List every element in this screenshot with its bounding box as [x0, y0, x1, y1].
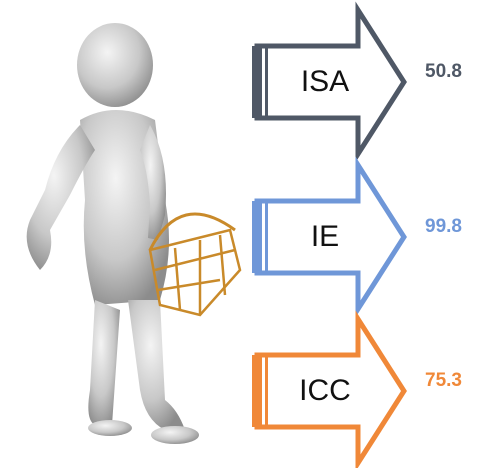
arrow — [254, 310, 407, 468]
arrow-label: ICC — [299, 374, 351, 407]
basket — [148, 212, 242, 317]
value-label: 50.8 — [425, 61, 462, 82]
arrow-bar — [252, 201, 262, 273]
arrow-label: IE — [311, 220, 339, 253]
value-label: 75.3 — [425, 370, 462, 391]
arrow-bar — [252, 355, 262, 427]
arrow-bar-thin — [265, 46, 268, 118]
arrow-label: ISA — [301, 65, 349, 98]
arrow-bar-thin — [265, 355, 268, 427]
arrow-bar-thin — [265, 201, 268, 273]
arrow — [254, 1, 407, 163]
arrow — [254, 156, 407, 318]
arrow-bar — [252, 46, 262, 118]
value-label: 99.8 — [425, 216, 462, 237]
person-figure — [26, 23, 199, 444]
